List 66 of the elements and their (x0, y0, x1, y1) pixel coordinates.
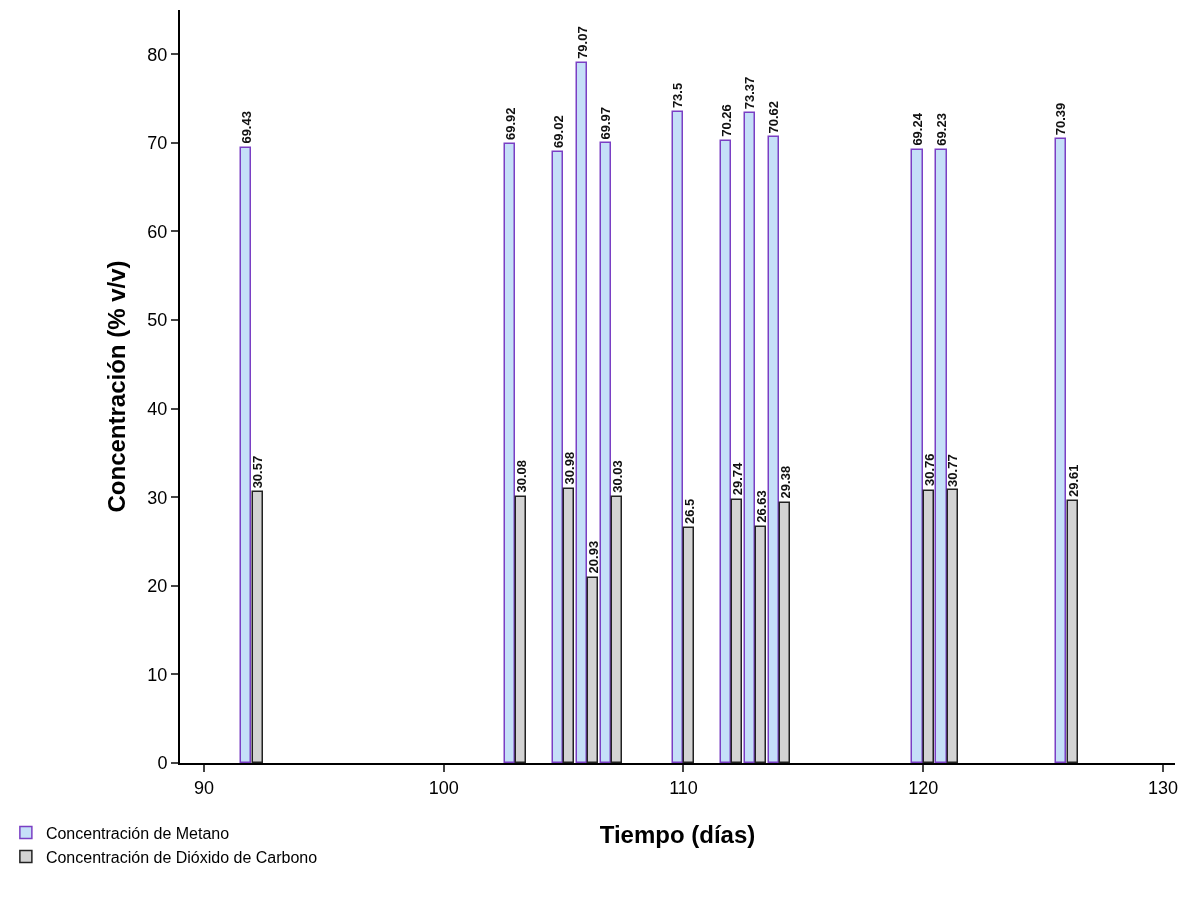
bar (503, 142, 515, 763)
data-label: 30.76 (922, 453, 938, 487)
bar (1066, 499, 1078, 763)
bar (514, 495, 526, 763)
data-label: 70.26 (718, 104, 734, 137)
data-label: 69.97 (598, 106, 614, 140)
data-label: 26.63 (753, 490, 769, 523)
data-label: 70.39 (1053, 102, 1069, 136)
bar (551, 150, 563, 763)
data-label: 29.74 (730, 461, 746, 496)
x-tick-label: 130 (1147, 777, 1179, 798)
y-axis-title: Concentración (% v/v) (102, 260, 130, 513)
y-tick-label: 80 (147, 44, 168, 65)
bar (754, 525, 766, 763)
data-label: 30.08 (514, 459, 530, 493)
y-tick-label: 0 (157, 753, 168, 774)
data-label: 20.93 (586, 540, 602, 574)
data-label: 26.5 (681, 498, 697, 524)
x-tick-label: 100 (428, 777, 459, 798)
bar (682, 526, 694, 763)
x-tick-label: 120 (908, 777, 939, 798)
data-label: 30.98 (562, 451, 578, 485)
y-tick-label: 50 (147, 310, 168, 331)
bar (743, 111, 755, 763)
bar (562, 487, 574, 763)
bar (239, 146, 251, 763)
data-label: 79.07 (574, 26, 590, 59)
bar (946, 488, 958, 763)
x-axis-title: Tiempo (días) (599, 821, 756, 849)
data-label: 69.92 (502, 107, 518, 140)
data-label: 73.37 (742, 76, 758, 110)
legend-label: Concentración de Metano (45, 824, 230, 842)
x-tick-label: 90 (193, 777, 214, 798)
data-label: 69.43 (238, 111, 254, 144)
bar (599, 141, 611, 763)
x-tick-label: 110 (669, 777, 698, 798)
y-tick-label: 20 (147, 576, 168, 597)
bar (922, 489, 934, 763)
bar (610, 495, 622, 763)
y-tick-label: 40 (147, 398, 168, 419)
data-label: 29.38 (777, 465, 793, 499)
data-label: 29.61 (1065, 464, 1081, 498)
data-label: 73.5 (670, 82, 686, 109)
bar (1054, 137, 1066, 763)
legend-label: Concentración de Dióxido de Carbono (45, 848, 318, 866)
bar (910, 148, 923, 763)
bar (575, 61, 587, 763)
bar (671, 110, 683, 763)
data-label: 69.24 (910, 112, 926, 146)
y-tick-label: 70 (147, 133, 168, 154)
data-label: 69.23 (934, 113, 950, 146)
data-label: 30.57 (249, 455, 265, 489)
bar (778, 501, 790, 763)
bar (719, 139, 731, 763)
y-tick-label: 30 (147, 487, 168, 508)
bar (767, 135, 779, 763)
data-label: 69.02 (550, 115, 566, 148)
bar (251, 490, 263, 763)
data-label: 70.62 (765, 100, 781, 134)
data-label: 30.77 (945, 454, 961, 487)
data-label: 30.03 (609, 460, 625, 493)
bar (730, 498, 742, 763)
y-tick-label: 60 (147, 221, 168, 242)
bar (586, 576, 598, 763)
bar (934, 148, 947, 763)
y-tick-label: 10 (147, 664, 168, 685)
